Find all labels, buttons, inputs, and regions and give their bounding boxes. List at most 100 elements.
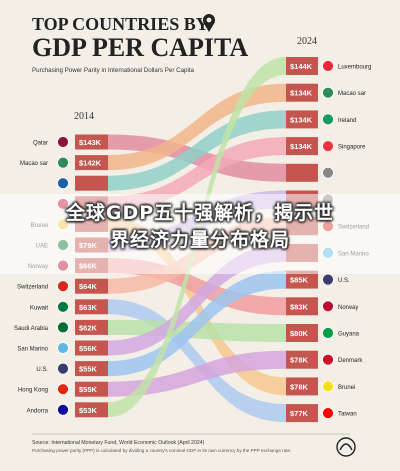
value-box-right [286,110,318,129]
value-label-right: $85K [290,276,309,285]
value-box-right [286,270,318,289]
value-box-right [286,404,318,423]
value-box-right [286,377,318,396]
headline-line1: 全球GDP五十强解析，揭示世 [65,202,335,224]
value-label-left: $142K [79,159,102,168]
flag-icon-right [322,327,334,339]
value-label-left: $64K [79,282,98,291]
country-label-right: Norway [338,305,358,311]
right-row-8: $85K U.S. [286,270,350,289]
value-label-right: $80K [290,329,309,338]
value-label-right: $83K [290,302,309,311]
flag-icon-right [322,86,334,99]
right-row-12: $78K Brunei [286,377,355,396]
country-label-right: Singapore [338,145,366,151]
flag-icon-right [322,353,334,366]
flag-icon-right [322,273,334,286]
right-row-9: $83K Norway [286,297,358,316]
value-label-right: $134K [290,115,313,124]
flag-icon-right [322,60,334,72]
chart-subtitle: Purchasing Power Parity in International… [32,67,195,74]
left-row-11: $55K U.S. [36,361,108,377]
value-label-left: $56K [79,344,98,353]
right-row-10: $80K Guyana [286,324,360,342]
right-row-4 [286,163,334,182]
value-box-right [286,350,318,369]
right-row-3: $134K Singapore [286,137,366,156]
right-row-2: $134K Ireland [286,110,356,129]
value-label-right: $77K [290,409,309,418]
year-label-left: 2014 [74,111,94,122]
value-label-left: $62K [79,323,98,332]
country-label-left: Hong Kong [18,388,48,394]
country-label-left: Macao sar [20,161,48,167]
flag-icon-left [57,177,69,190]
value-box-right [286,83,318,102]
value-label-right: $144K [290,62,313,71]
country-label-right: Guyana [338,332,360,338]
headline-line2: 界经济力量分布格局 [109,229,290,251]
value-label-left: $55K [79,365,98,374]
country-label-right: Taiwan [338,412,357,418]
value-label-right: $78K [290,382,309,391]
flag-icon-right [322,300,334,313]
right-row-13: $77K Taiwan [286,404,357,423]
ribbon-3 [108,137,286,212]
ribbon-2 [108,110,286,191]
country-label-left: U.S. [36,367,48,373]
headline-banner: 全球GDP五十强解析，揭示世 界经济力量分布格局 [0,200,400,254]
value-label-right: $134K [290,89,313,98]
value-box-left [75,361,108,377]
country-label-left: Qatar [33,141,48,147]
left-row-8: $63K Kuwait [30,299,108,315]
banner-band [0,194,400,274]
flag-icon-right [322,380,334,393]
location-pin-icon [203,14,215,32]
value-box-right [286,137,318,156]
value-box-left [75,155,108,171]
value-label-left: $53K [79,406,98,415]
left-row-7: $64K Switzerland [17,278,108,294]
value-label-right: $78K [290,356,309,365]
chart-title-line2: GDP PER CAPITA [32,33,248,62]
brand-logo-icon [336,437,356,457]
country-label-left: Kuwait [30,305,48,311]
country-label-right: Ireland [338,118,356,124]
left-row-9: $62K Saudi Arabia [14,319,108,335]
flag-icon-right [322,166,334,179]
value-box-left [75,340,108,356]
flag-icon-right [322,113,334,126]
flag-icon-left [57,403,69,416]
value-label-right: $134K [290,142,313,151]
right-row-11: $78K Denmark [286,350,363,369]
value-box-right [286,297,318,316]
country-label-left: Saudi Arabia [14,326,49,332]
country-label-left: Andorra [27,408,49,414]
flag-icon-left [57,300,69,313]
value-box-left [75,134,108,150]
left-row-0: $143K Qatar [33,134,108,150]
country-label-left: San Marino [17,347,48,353]
value-label-left: $143K [79,138,102,147]
country-label-right: Luxembourg [338,65,371,71]
value-box-right [286,163,318,182]
flag-icon-left [57,280,69,293]
flag-icon-right [322,407,334,420]
flag-icon-left [57,156,69,169]
country-label-right: U.S. [338,278,350,284]
country-label-right: Macao sar [338,91,366,97]
value-box-left [75,278,108,294]
value-box-left [75,381,108,397]
value-box-left [75,319,108,335]
left-row-10: $56K San Marino [17,340,108,356]
flag-icon-left [57,342,69,354]
value-box-left [75,175,108,191]
value-box-right [286,324,318,342]
year-label-right: 2024 [297,36,317,47]
right-row-1: $134K Macao sar [286,83,366,102]
flag-icon-left [57,136,69,148]
footer-note: Purchasing power parity (PPP) is calcula… [32,448,291,453]
right-row-0: $144K Luxembourg [286,57,371,75]
